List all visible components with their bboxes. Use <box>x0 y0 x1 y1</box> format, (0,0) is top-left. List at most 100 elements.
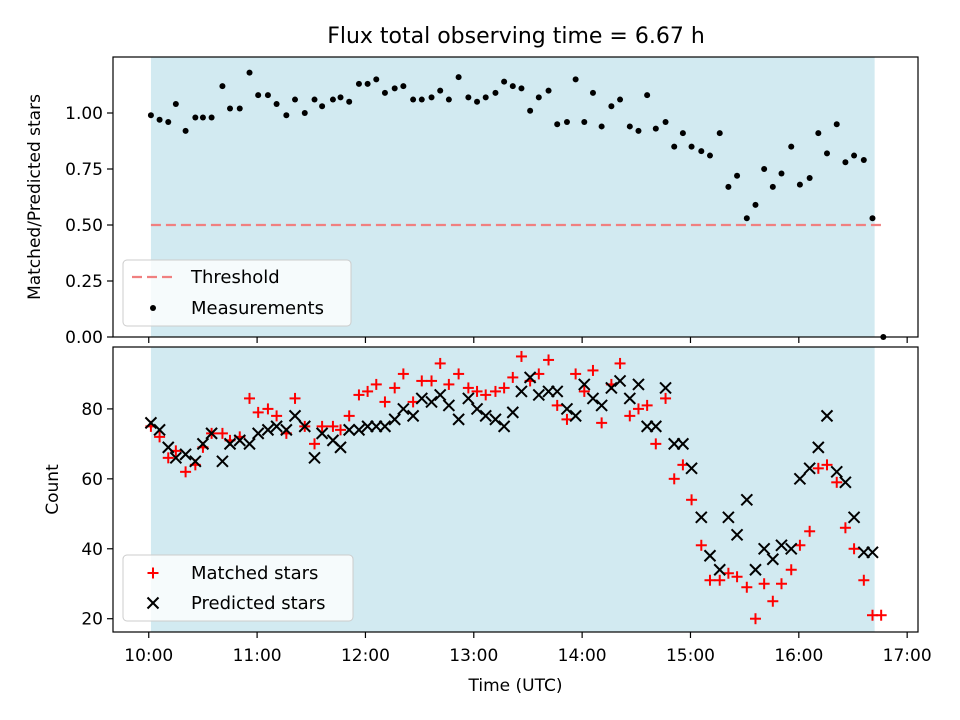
matched-point <box>244 392 256 404</box>
x-stroke <box>442 399 456 412</box>
matched-point <box>731 571 743 583</box>
measurement-point <box>698 148 705 155</box>
measurement-point <box>428 94 435 101</box>
measurement-point <box>662 118 669 125</box>
matched-point <box>262 403 274 415</box>
predicted-point <box>462 392 475 405</box>
measurement-point <box>806 174 813 181</box>
matched-point <box>714 574 726 586</box>
predicted-point <box>803 462 816 475</box>
matched-point <box>180 466 192 478</box>
matched-point <box>216 427 228 439</box>
x-stroke <box>479 409 492 423</box>
x-stroke <box>722 511 735 524</box>
measurement-point <box>391 85 398 92</box>
predicted-point <box>775 539 788 552</box>
x-tick-label: 12:00 <box>341 646 390 666</box>
matched-point <box>686 494 698 506</box>
predicted-point <box>730 528 744 541</box>
matched-point <box>515 350 527 362</box>
matched-point <box>543 354 555 366</box>
x-stroke <box>803 462 816 475</box>
measurement-point <box>292 96 299 103</box>
matched-point <box>353 389 365 401</box>
predicted-point <box>578 378 591 391</box>
matched-point <box>453 368 465 380</box>
predicted-point <box>676 437 690 451</box>
x-stroke <box>766 553 780 566</box>
predicted-point <box>532 388 546 402</box>
matched-point <box>660 392 672 404</box>
matched-point <box>749 613 761 625</box>
matched-point <box>641 399 653 411</box>
x-stroke <box>847 511 861 524</box>
predicted-point <box>866 546 879 559</box>
predicted-point <box>216 455 229 468</box>
x-stroke <box>298 420 311 433</box>
predicted-point <box>189 455 202 468</box>
predicted-point <box>169 451 183 465</box>
matched-point <box>570 368 582 380</box>
predicted-point <box>298 420 311 433</box>
x-stroke <box>433 388 447 402</box>
predicted-point <box>205 427 218 440</box>
measurement-point <box>219 83 226 90</box>
x-stroke <box>523 371 537 384</box>
x-stroke <box>179 448 192 461</box>
measurement-points <box>147 69 887 340</box>
predicted-point <box>506 406 519 419</box>
predicted-point <box>233 434 246 447</box>
x-axis-label: Time (UTC) <box>468 676 563 696</box>
predicted-point <box>280 423 293 437</box>
measurement-point <box>246 69 253 76</box>
matched-point <box>875 609 887 621</box>
top-y-axis-label: Matched/Predicted stars <box>25 94 45 300</box>
predicted-point <box>820 409 834 423</box>
x-stroke <box>342 423 356 437</box>
predicted-point <box>352 423 366 437</box>
legend-matched-label: Matched stars <box>191 563 318 584</box>
x-stroke <box>569 409 582 423</box>
bottom-axes-frame <box>112 346 919 633</box>
x-tick-label: 14:00 <box>558 646 607 666</box>
measurement-point <box>545 87 552 94</box>
x-stroke <box>146 596 160 610</box>
measurement-point <box>311 96 318 103</box>
x-stroke <box>749 563 762 576</box>
x-stroke <box>775 539 788 552</box>
predicted-point <box>288 409 302 423</box>
predicted-point <box>812 441 825 454</box>
predicted-point <box>270 420 283 433</box>
matched-point <box>471 385 483 397</box>
matched-point <box>578 385 590 397</box>
matched-point <box>316 420 328 432</box>
measurement-point <box>199 114 206 121</box>
y-tick-label: 0.50 <box>65 216 103 236</box>
matched-point <box>831 476 843 488</box>
matched-point <box>812 462 824 474</box>
x-stroke <box>793 472 807 486</box>
measurement-point <box>501 78 508 85</box>
predicted-point <box>162 441 175 454</box>
measurement-point <box>418 96 425 103</box>
matched-point <box>614 357 626 369</box>
y-tick-label: 80 <box>81 400 103 420</box>
x-stroke <box>730 528 744 541</box>
predicted-point <box>586 392 600 405</box>
predicted-point <box>179 448 192 461</box>
top-panel: 0.00 0.25 0.50 0.75 1.00 Matched/Predicted s… <box>25 56 919 348</box>
measurement-point <box>264 92 271 99</box>
x-stroke <box>613 374 627 388</box>
measurement-point <box>581 118 588 125</box>
measurement-point <box>208 114 215 121</box>
predicted-point <box>785 542 798 555</box>
matched-point <box>443 378 455 390</box>
predicted-point <box>766 553 780 566</box>
measurement-point <box>364 80 371 87</box>
legend-measurement-swatch <box>150 305 156 311</box>
x-stroke <box>308 451 321 465</box>
matched-point <box>327 420 339 432</box>
x-stroke <box>280 423 293 437</box>
predicted-point <box>605 381 618 395</box>
